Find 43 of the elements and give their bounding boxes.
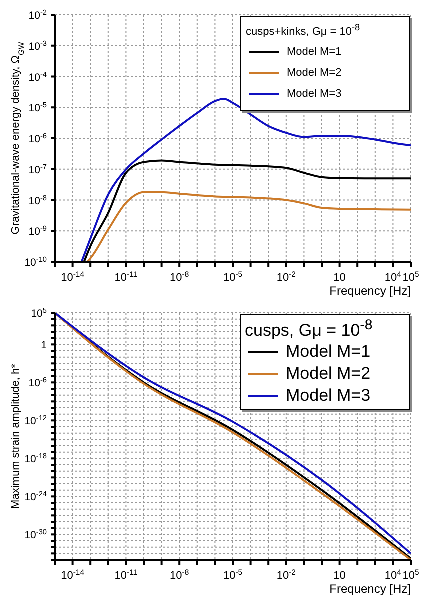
- y-tick-label: 10$^{-5}$: [28, 100, 47, 115]
- x-tick-label: 10$^{-14}$: [61, 270, 86, 284]
- x-axis-title: Frequency [Hz]: [330, 582, 411, 596]
- x-tick-label: 10: [334, 272, 346, 284]
- legend-title: cusps, Gμ = 10$^{-8}$: [245, 317, 373, 340]
- y-tick-label: 10$^{-6}$: [28, 375, 47, 390]
- x-tick-label: 10$^{-14}$: [61, 568, 86, 582]
- x-tick-label: 10$^{5}$: [402, 270, 420, 284]
- x-tick-label: 10$^{4}$: [384, 568, 402, 582]
- y-tick-label: 10$^{-3}$: [28, 38, 47, 53]
- legend-label: Model M=2: [287, 67, 342, 80]
- y-tick-label: 10$^{-7}$: [28, 162, 47, 176]
- y-tick-label: 10$^{-12}$: [24, 413, 47, 428]
- legend-title: cusps+kinks, Gμ = 10$^{-8}$: [246, 22, 360, 38]
- y-tick-label: 10$^{-30}$: [24, 527, 47, 542]
- x-tick-label: 10$^{-8}$: [170, 270, 190, 284]
- legend-label: Model M=1: [286, 342, 371, 362]
- x-tick-label: 10$^{-2}$: [276, 568, 296, 582]
- x-tick-label: 10$^{-2}$: [276, 270, 296, 284]
- x-tick-label: 10$^{4}$: [384, 270, 402, 284]
- y-tick-label: 10$^{5}$: [31, 306, 47, 320]
- y-tick-label: 10$^{-6}$: [28, 131, 47, 146]
- y-tick-label: 10$^{-4}$: [28, 69, 47, 84]
- legend-label: Model M=1: [287, 46, 342, 58]
- y-tick-label: 10$^{-9}$: [28, 224, 47, 238]
- y-tick-label: 10$^{-8}$: [28, 192, 47, 208]
- x-tick-label: 10$^{-11}$: [114, 568, 138, 582]
- legend-label: Model M=3: [287, 88, 342, 100]
- x-tick-label: 10$^{5}$: [402, 568, 420, 582]
- x-tick-label: 10$^{-11}$: [114, 270, 138, 284]
- x-tick-label: 10: [334, 570, 346, 582]
- x-tick-label: 10$^{-5}$: [223, 568, 243, 582]
- x-axis-title: Frequency [Hz]: [330, 284, 411, 298]
- x-tick-label: 10$^{-5}$: [223, 270, 243, 284]
- y-tick-label: 10$^{-10}$: [24, 254, 47, 269]
- legend-label: Model M=3: [286, 386, 371, 406]
- legend-label: Model M=2: [286, 364, 371, 384]
- x-tick-label: 10$^{-8}$: [170, 568, 190, 582]
- y-tick-label: 10$^{-24}$: [24, 489, 47, 504]
- y-tick-label: 10$^{-18}$: [24, 451, 47, 466]
- y-tick-label: 1: [41, 340, 48, 352]
- y-axis-title: Maximum strain amplitude, h*: [10, 363, 22, 509]
- y-tick-label: 10$^{-2}$: [28, 8, 47, 22]
